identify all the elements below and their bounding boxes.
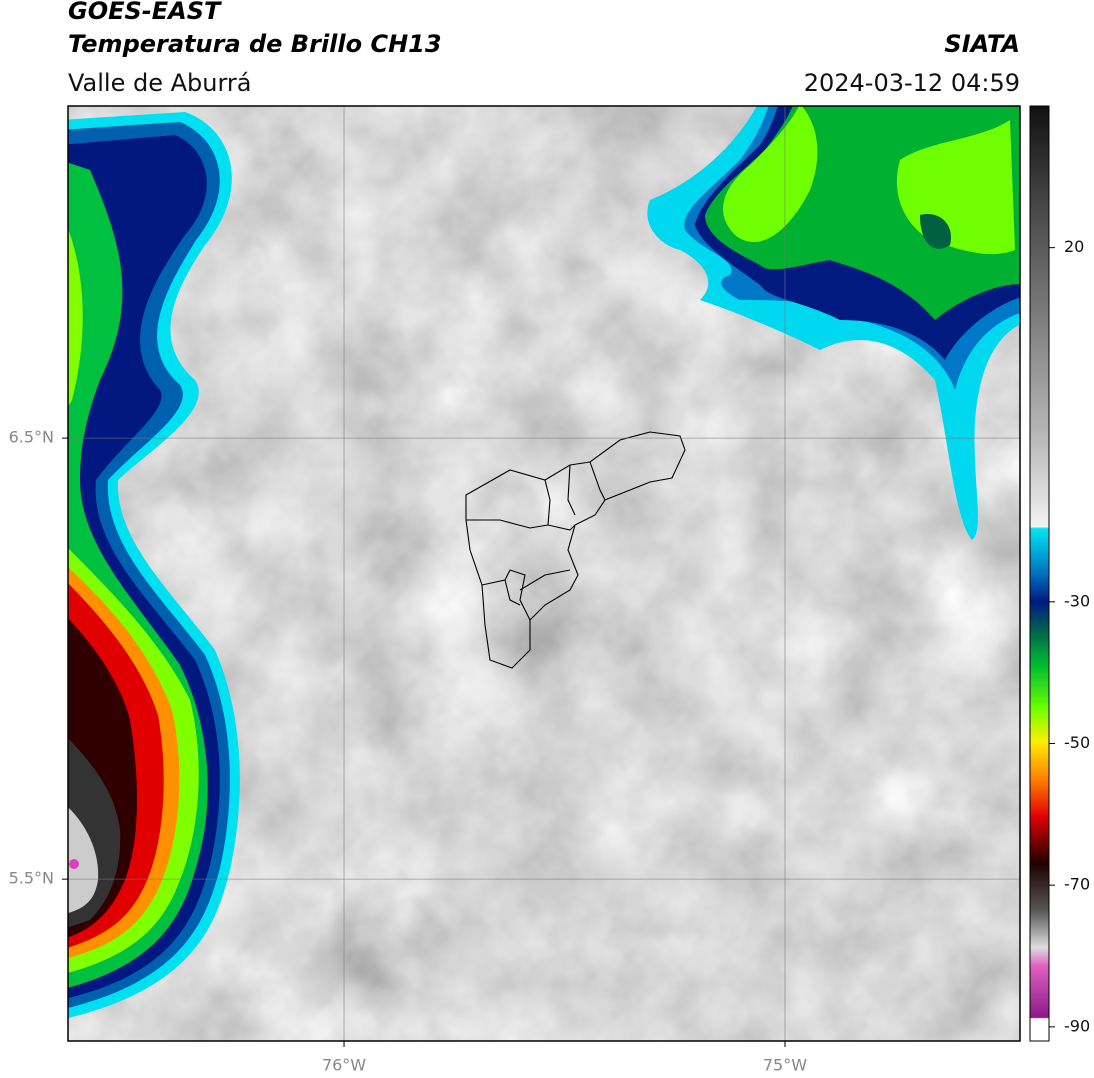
title: GOES-EAST bbox=[68, 0, 222, 25]
graticule bbox=[68, 106, 1020, 1041]
colorbar-label: -50 bbox=[1064, 733, 1090, 752]
lon-label: 76°W bbox=[322, 1056, 366, 1075]
colorbar-label: -30 bbox=[1064, 591, 1090, 610]
source: SIATA bbox=[944, 30, 1020, 58]
timestamp: 2024-03-12 04:59 bbox=[804, 69, 1020, 97]
lat-label: 5.5°N bbox=[9, 869, 54, 888]
colorbar-label: 20 bbox=[1064, 237, 1084, 256]
map-image bbox=[68, 106, 1020, 1041]
colorbar-label: -70 bbox=[1064, 875, 1090, 894]
subtitle: Temperatura de Brillo CH13 bbox=[68, 30, 442, 58]
map-frame bbox=[67, 105, 1021, 1042]
region: Valle de Aburrá bbox=[68, 69, 252, 97]
lon-label: 75°W bbox=[763, 1056, 807, 1075]
colorbar bbox=[1029, 105, 1050, 1042]
colorbar-label: -90 bbox=[1064, 1016, 1090, 1035]
lat-label: 6.5°N bbox=[9, 428, 54, 447]
